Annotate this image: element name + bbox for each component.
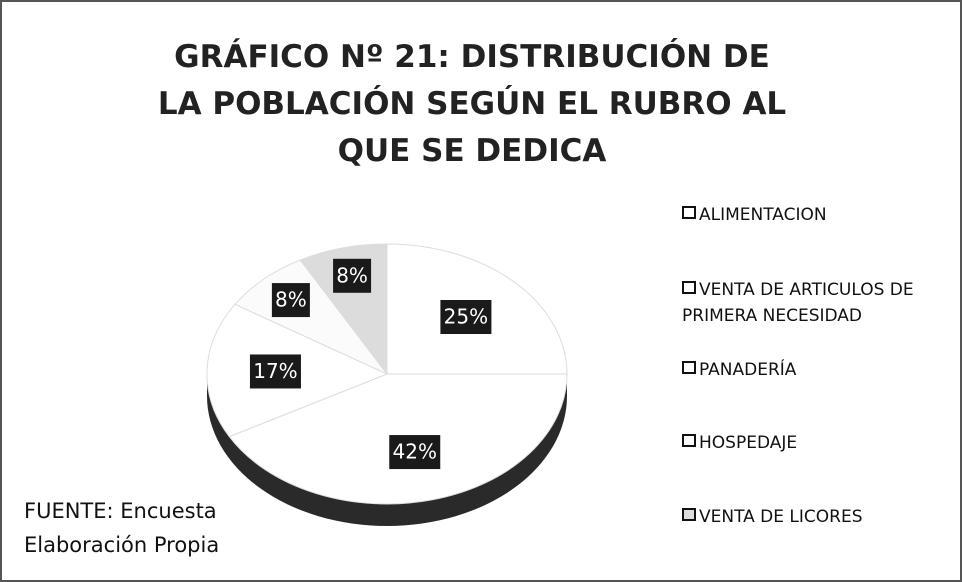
legend-item: VENTA DE ARTICULOS DE PRIMERA NECESIDAD: [682, 277, 952, 329]
data-label: 42%: [393, 440, 437, 464]
legend-item: HOSPEDAJE: [682, 430, 952, 456]
source-line: Elaboración Propia: [24, 533, 220, 557]
data-label-box: [440, 300, 492, 335]
legend-item: VENTA DE LICORES: [682, 504, 952, 530]
legend-label: ALIMENTACION: [699, 205, 827, 225]
legend-label: PANADERÍA: [699, 360, 797, 380]
legend-label: VENTA DE ARTICULOS DE PRIMERA NECESIDAD: [682, 280, 914, 326]
legend-label: VENTA DE LICORES: [699, 507, 863, 527]
legend-item: PANADERÍA: [682, 357, 952, 383]
legend-swatch: [682, 281, 696, 294]
data-label: 8%: [275, 288, 307, 312]
legend-item: ALIMENTACION: [682, 202, 952, 228]
legend-swatch: [682, 508, 696, 521]
data-label-box: [249, 354, 301, 389]
source-line: FUENTE: Encuesta: [24, 499, 217, 523]
data-label: 8%: [336, 263, 368, 287]
data-label-box: [333, 258, 372, 293]
data-label: 25%: [444, 305, 488, 329]
legend-swatch: [682, 361, 696, 374]
legend-label: HOSPEDAJE: [699, 433, 798, 453]
chart-title: GRÁFICO Nº 21: DISTRIBUCIÓN DE LA POBLAC…: [157, 39, 787, 169]
data-label: 17%: [253, 359, 297, 383]
source: FUENTE: Encuesta Elaboración Propia: [24, 494, 219, 562]
data-label-box: [389, 435, 441, 470]
legend-swatch: [682, 206, 696, 219]
data-label-box: [271, 283, 310, 318]
legend-swatch: [682, 434, 696, 447]
